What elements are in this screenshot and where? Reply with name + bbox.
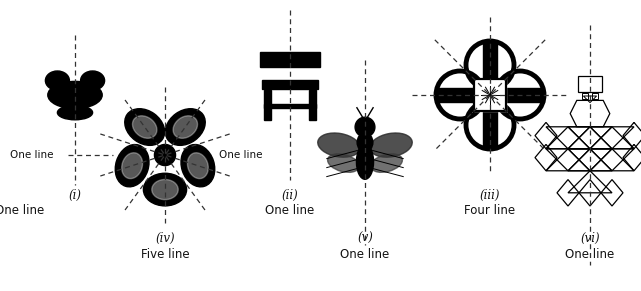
Text: (vi): (vi) xyxy=(580,232,600,244)
Text: (iv): (iv) xyxy=(155,232,175,244)
Circle shape xyxy=(154,144,176,166)
Ellipse shape xyxy=(48,81,102,109)
Ellipse shape xyxy=(173,116,197,138)
Ellipse shape xyxy=(357,133,373,152)
Ellipse shape xyxy=(144,173,187,206)
Ellipse shape xyxy=(125,109,165,146)
Ellipse shape xyxy=(356,144,374,179)
Text: One line: One line xyxy=(10,150,53,160)
FancyBboxPatch shape xyxy=(263,104,316,108)
Ellipse shape xyxy=(152,180,178,200)
Text: Four line: Four line xyxy=(465,203,515,217)
Text: (iii): (iii) xyxy=(479,189,500,201)
Ellipse shape xyxy=(133,116,157,138)
Ellipse shape xyxy=(370,154,403,172)
FancyBboxPatch shape xyxy=(309,90,316,120)
Ellipse shape xyxy=(46,71,69,90)
Ellipse shape xyxy=(58,105,92,120)
Text: One line: One line xyxy=(565,249,615,262)
Text: Five line: Five line xyxy=(140,249,189,262)
Text: (ii): (ii) xyxy=(281,189,298,201)
Ellipse shape xyxy=(187,153,208,179)
Ellipse shape xyxy=(122,153,142,179)
FancyBboxPatch shape xyxy=(262,79,318,89)
Text: (i): (i) xyxy=(69,189,81,201)
FancyBboxPatch shape xyxy=(483,41,497,149)
FancyBboxPatch shape xyxy=(263,90,271,120)
Ellipse shape xyxy=(328,154,359,172)
Ellipse shape xyxy=(115,145,149,187)
Text: One line: One line xyxy=(0,203,45,217)
Ellipse shape xyxy=(370,133,412,157)
Text: One line: One line xyxy=(219,150,263,160)
FancyBboxPatch shape xyxy=(260,52,320,67)
Text: One line: One line xyxy=(265,203,315,217)
FancyBboxPatch shape xyxy=(67,91,83,107)
Ellipse shape xyxy=(181,145,215,187)
Text: (v): (v) xyxy=(357,232,373,244)
Ellipse shape xyxy=(318,133,360,157)
FancyBboxPatch shape xyxy=(436,88,544,102)
Ellipse shape xyxy=(165,109,205,146)
Text: One line: One line xyxy=(340,249,390,262)
Circle shape xyxy=(355,117,375,137)
Ellipse shape xyxy=(81,71,104,90)
FancyBboxPatch shape xyxy=(474,79,506,111)
